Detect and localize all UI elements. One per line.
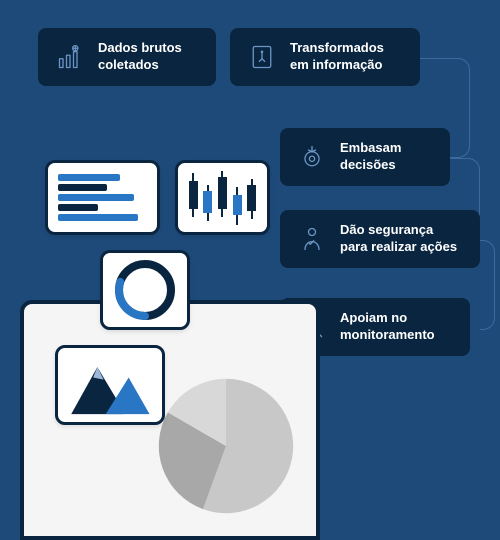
step-box-1: Transformados em informação [230, 28, 420, 86]
bar-2 [58, 194, 134, 201]
decision-icon [296, 141, 328, 173]
step-box-3: Dão segurança para realizar ações [280, 210, 480, 268]
donut-chart-card [100, 250, 190, 330]
candle-1 [203, 171, 212, 224]
mountain-chart-card [55, 345, 165, 425]
transform-icon [246, 41, 278, 73]
candlestick-chart-card [175, 160, 270, 235]
step-label-0: Dados brutos coletados [98, 40, 182, 74]
data-collect-icon [54, 41, 86, 73]
bars-chart-card [45, 160, 160, 235]
step-label-3: Dão segurança para realizar ações [340, 222, 457, 256]
candle-2 [218, 171, 227, 224]
connector-2 [480, 240, 495, 330]
bar-3 [58, 204, 98, 211]
candle-4 [247, 171, 256, 224]
step-box-2: Embasam decisões [280, 128, 450, 186]
step-label-2: Embasam decisões [340, 140, 401, 174]
step-label-1: Transformados em informação [290, 40, 384, 74]
bar-0 [58, 174, 120, 181]
security-icon [296, 223, 328, 255]
bar-4 [58, 214, 138, 221]
candle-3 [233, 171, 242, 224]
candle-0 [189, 171, 198, 224]
bar-1 [58, 184, 107, 191]
step-label-4: Apoiam no monitoramento [340, 310, 435, 344]
step-box-0: Dados brutos coletados [38, 28, 216, 86]
pie-chart-bg [156, 376, 296, 516]
